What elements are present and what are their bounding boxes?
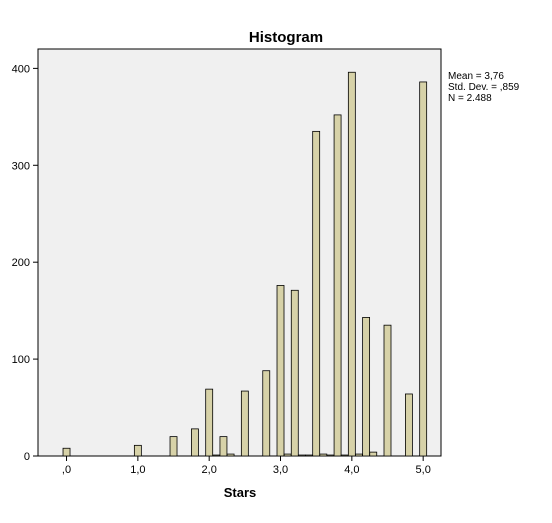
x-axis-title: Stars — [224, 485, 257, 500]
y-tick-label: 200 — [12, 257, 30, 269]
stat-mean: Mean = 3,76 — [448, 71, 504, 82]
histogram-bar — [283, 453, 292, 457]
histogram-bar — [355, 453, 363, 457]
histogram-bar — [262, 370, 271, 457]
chart-title: Histogram — [249, 29, 323, 46]
histogram-bar — [298, 454, 306, 457]
y-tick-label: 300 — [12, 160, 30, 172]
histogram-bar — [62, 447, 71, 457]
histogram-bar — [226, 453, 235, 457]
y-axis: 0 100 200 300 400 — [12, 63, 38, 463]
x-tick-label: 1,0 — [130, 464, 145, 476]
x-tick-label: 2,0 — [202, 464, 217, 476]
histogram-bar — [276, 285, 285, 457]
histogram-bar — [312, 130, 321, 457]
stat-n: N = 2.488 — [448, 93, 492, 104]
histogram-bar — [340, 454, 349, 457]
statistics-legend: Mean = 3,76 Std. Dev. = ,859 N = 2.488 — [448, 71, 520, 104]
histogram-bar — [404, 393, 413, 457]
y-tick-label: 400 — [12, 63, 30, 75]
histogram-bar — [240, 390, 249, 457]
histogram-bar — [333, 114, 342, 457]
histogram-bar — [219, 436, 228, 457]
histogram-bar — [305, 454, 313, 457]
x-tick-label: 5,0 — [416, 464, 431, 476]
plot-area — [37, 48, 442, 457]
x-tick-label: ,0 — [62, 464, 71, 476]
histogram-bar — [212, 454, 221, 457]
stat-std-dev: Std. Dev. = ,859 — [448, 82, 520, 93]
histogram-bar — [319, 453, 328, 457]
x-tick-label: 4,0 — [344, 464, 359, 476]
histogram-bar — [191, 428, 199, 457]
histogram-bar — [419, 81, 428, 457]
histogram-bar — [169, 436, 178, 457]
histogram-bar — [347, 71, 356, 457]
histogram-bar — [383, 324, 392, 457]
y-tick-label: 100 — [12, 354, 30, 366]
x-tick-label: 3,0 — [273, 464, 288, 476]
histogram-bar — [205, 388, 214, 457]
histogram-bar — [133, 444, 142, 457]
histogram-bar — [369, 451, 378, 457]
x-axis: ,0 1,0 2,0 3,0 4,0 5,0 — [62, 456, 431, 476]
histogram-bar — [326, 454, 335, 457]
histogram-bar — [290, 289, 299, 457]
y-tick-label: 0 — [24, 451, 30, 463]
histogram-bar — [362, 317, 371, 457]
